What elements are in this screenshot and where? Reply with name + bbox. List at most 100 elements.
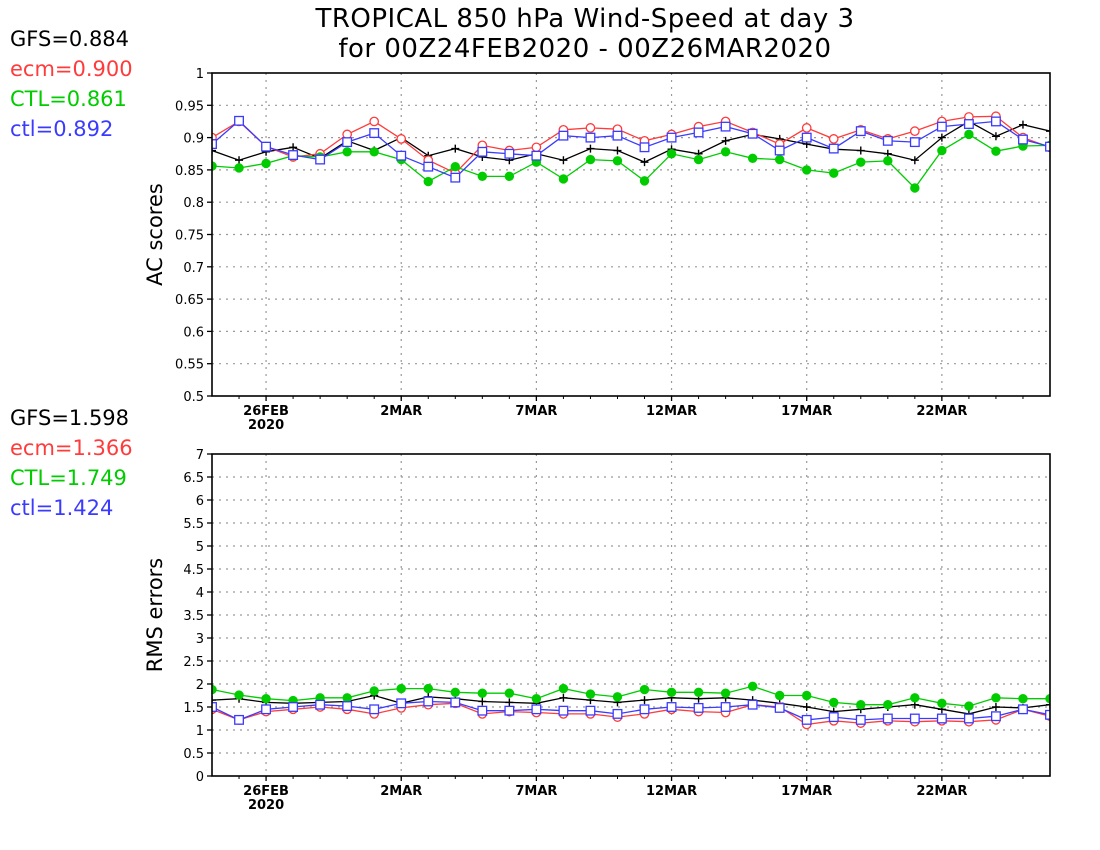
ac-series-ctl-lower-point (1018, 134, 1028, 145)
rms-series-gfs-point (505, 698, 514, 707)
rms-series-ctl-upper-point (883, 700, 893, 710)
ac-series-ecm-point (801, 123, 812, 133)
rms-series-ctl-lower-point (477, 705, 488, 716)
rms-series-group (212, 681, 1050, 730)
ac-series-ctl-lower-point (396, 150, 407, 161)
rms-ytick-label: 6.5 (183, 471, 204, 486)
rms-series-ctl-lower-point (855, 714, 866, 725)
ac-series-ctl-lower-point (612, 130, 623, 141)
rms-series-gfs-line (212, 694, 1050, 715)
ac-series-ctl-upper-point (693, 154, 704, 165)
rms-series-ctl-upper-point (477, 688, 488, 698)
rms-ytick-label: 7 (196, 448, 204, 463)
rms-series-ctl-upper-point (423, 683, 433, 694)
rms-series-ctl-lower-point (774, 702, 785, 713)
ac-xtick-label: 17MAR (781, 404, 832, 419)
legend-ac-gfs: GFS=0.884 (10, 27, 130, 51)
rms-series-ctl-lower-point (369, 704, 380, 715)
rms-series-ctl-lower-point (450, 697, 461, 708)
ac-series-gfs-point (937, 133, 946, 142)
ac-series-ecm-line (212, 115, 1050, 174)
rms-ytick-label: 3 (196, 632, 204, 647)
rms-series-ctl-lower-point (990, 711, 1001, 722)
ac-series-ctl-upper-point (585, 154, 596, 165)
ac-series-ctl-upper-point (369, 147, 379, 157)
rms-series-gfs-point (802, 703, 811, 711)
ac-xtick-label: 7MAR (515, 404, 557, 419)
legend-rms-ctl-upper: CTL=1.749 (10, 466, 127, 490)
ac-panel: 0.5 0.55 0.6 0.65 0.7 0.75 0.8 0.85 0.9 0.95 1 26FE… (143, 67, 1051, 433)
rms-series-ctl-lower-point (828, 712, 839, 723)
legend-rms: GFS=1.598 ecm=1.366 CTL=1.749 ctl=1.424 (10, 403, 133, 523)
ac-ytick-label: 0.8 (183, 196, 204, 211)
rms-series-ctl-lower-point (612, 708, 623, 719)
ac-series-ctl-upper-point (504, 171, 515, 182)
rms-series-ctl-upper-point (829, 697, 839, 708)
ac-ytick-label: 0.85 (175, 164, 204, 179)
ac-series-ecm-point (585, 123, 596, 133)
rms-ytick-label: 1.5 (183, 701, 204, 716)
ac-series-ctl-lower-point (234, 115, 244, 126)
ac-series-gfs-point (856, 146, 865, 155)
ac-series-ctl-upper-point (261, 158, 271, 169)
rms-series-ctl-upper-point (964, 701, 974, 711)
rms-ytick-label: 6 (196, 494, 204, 509)
ac-series-gfs-point (289, 143, 298, 152)
ac-xtick-label: 2MAR (380, 404, 422, 419)
rms-ytick-label: 4.5 (183, 563, 204, 578)
rms-xtick-label: 2MAR (380, 784, 422, 799)
ac-ylabel: AC scores (143, 183, 167, 286)
ac-series-ctl-upper-point (612, 156, 623, 166)
ac-series-ecm-point (369, 116, 380, 127)
ac-series-ctl-upper-point (558, 174, 569, 184)
ac-series-ctl-lower-point (666, 132, 677, 143)
ac-series-ecm-point (396, 134, 407, 144)
ac-series-gfs-point (721, 136, 730, 145)
rms-ytick-label: 2 (196, 678, 204, 693)
ac-series-ctl-lower-point (423, 161, 434, 172)
chart-title-line1: TROPICAL 850 hPa Wind-Speed at day 3 (315, 4, 855, 34)
rms-series-ctl-upper-point (261, 694, 271, 704)
rms-ytick-label: 1 (196, 724, 204, 739)
rms-series-ctl-upper-point (991, 693, 1001, 703)
ac-series-ctl-upper-point (856, 157, 866, 167)
ac-series-ctl-lower-point (369, 128, 380, 139)
rms-series-ctl-upper-point (693, 687, 704, 697)
ac-series-gfs-point (1018, 120, 1027, 129)
rms-series-gfs-point (212, 696, 216, 705)
rms-series-ctl-lower-point (315, 699, 326, 710)
ac-series-ctl-upper-point (991, 146, 1001, 156)
legend-ac-ctl-upper: CTL=0.861 (10, 87, 127, 111)
rms-series-ctl-upper-point (369, 686, 379, 696)
ac-series-ctl-upper-point (234, 163, 244, 173)
ac-ytick-label: 0.6 (183, 325, 204, 340)
ac-series-ctl-lower-point (558, 130, 569, 141)
rms-xtick-label: 17MAR (781, 784, 832, 799)
rms-series-ctl-upper-point (910, 693, 920, 703)
ac-series-gfs-point (451, 144, 460, 153)
ac-series-gfs-point (1046, 127, 1050, 136)
rms-series-ctl-upper-point (720, 688, 731, 698)
rms-ytick-label: 4 (196, 586, 204, 601)
ac-series-ctl-lower-line (212, 119, 1050, 179)
ac-series-ctl-upper-point (829, 168, 839, 178)
ac-xtick-sublabel: 2020 (248, 418, 284, 433)
chart-title-line2: for 00Z24FEB2020 - 00Z26MAR2020 (338, 34, 832, 64)
ac-series-ctl-lower-point (828, 143, 839, 154)
ac-series-ctl-lower-point (693, 127, 704, 138)
rms-series-ctl-upper-point (802, 690, 812, 701)
rms-series-ctl-upper-point (450, 687, 460, 697)
rms-series-ctl-upper-point (856, 700, 866, 710)
rms-series-ctl-upper-point (1018, 694, 1028, 704)
ac-series-gfs-point (613, 146, 622, 155)
rms-ytick-label: 0 (196, 770, 204, 785)
legend-ac: GFS=0.884 ecm=0.900 CTL=0.861 ctl=0.892 (10, 24, 133, 144)
rms-series-ctl-upper-point (747, 681, 758, 691)
rms-series-gfs-point (559, 693, 568, 702)
ac-series-ctl-lower-point (342, 137, 353, 148)
ac-series-ctl-upper-point (964, 129, 974, 140)
rms-series-ctl-lower-point (801, 714, 812, 725)
rms-xtick-sublabel: 2020 (248, 798, 284, 813)
ac-series-ctl-lower-point (585, 132, 596, 143)
